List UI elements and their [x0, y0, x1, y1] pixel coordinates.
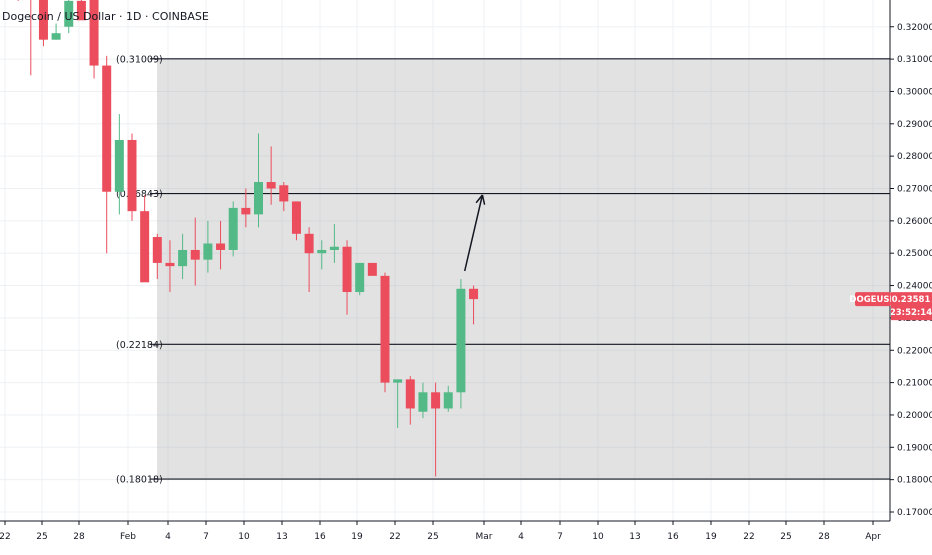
x-tick-label: 22: [0, 532, 11, 542]
x-tick-label: 19: [351, 532, 363, 542]
candle-body: [279, 185, 288, 201]
x-tick-label: 16: [667, 532, 679, 542]
x-tick-label: 7: [557, 532, 563, 542]
x-tick-label: 22: [743, 532, 754, 542]
shaded-zone: [157, 59, 890, 479]
candle-body: [216, 243, 225, 249]
x-tick-label: 28: [818, 532, 830, 542]
candle-body: [52, 33, 61, 39]
x-tick-label: Feb: [120, 532, 136, 542]
symbol-badge-text: DOGEUSD: [849, 295, 896, 305]
candle-body: [140, 211, 149, 282]
y-tick-label: 0.26000: [897, 217, 932, 227]
y-tick-label: 0.24000: [897, 282, 932, 292]
y-tick-label: 0.17000: [897, 508, 932, 518]
y-tick-label: 0.21000: [897, 379, 932, 389]
candle-body: [267, 182, 276, 188]
level-label: (0.22184): [116, 340, 163, 351]
candle-body: [153, 237, 162, 263]
candle-body: [102, 66, 111, 192]
candle-body: [431, 392, 440, 408]
x-tick-label: 10: [238, 532, 250, 542]
x-tick-label: 25: [427, 532, 438, 542]
x-tick-label: 19: [705, 532, 717, 542]
y-tick-label: 0.18000: [897, 476, 932, 486]
candle: [128, 134, 137, 221]
y-tick-label: 0.32000: [897, 23, 932, 33]
chart-title: Dogecoin / US Dollar · 1D · COINBASE: [2, 10, 209, 23]
candle: [381, 273, 390, 393]
candle-body: [241, 208, 250, 214]
candle: [39, 0, 48, 46]
x-tick-label: 25: [36, 532, 47, 542]
x-tick-label: 10: [592, 532, 604, 542]
candle-body: [330, 247, 339, 250]
x-tick-label: 13: [629, 532, 640, 542]
countdown-badge-value: 23:52:14: [890, 308, 932, 318]
x-tick-label: 28: [73, 532, 85, 542]
y-tick-label: 0.20000: [897, 411, 932, 421]
y-tick-label: 0.27000: [897, 185, 932, 195]
y-tick-label: 0.28000: [897, 152, 932, 162]
level-label: (0.31009): [116, 54, 163, 65]
candle-body: [343, 247, 352, 292]
y-tick-label: 0.30000: [897, 87, 932, 97]
candle: [368, 263, 377, 276]
candle-body: [355, 263, 364, 292]
x-tick-label: 4: [518, 532, 524, 542]
candle-body: [381, 276, 390, 383]
candle-body: [115, 140, 124, 192]
x-tick-label: Apr: [865, 532, 881, 542]
x-tick-label: 4: [165, 532, 171, 542]
candle: [229, 201, 238, 256]
candle-body: [444, 392, 453, 408]
y-tick-label: 0.22000: [897, 346, 932, 356]
candle-body: [292, 201, 301, 233]
x-tick-label: 25: [780, 532, 791, 542]
candle-body: [393, 379, 402, 382]
candle-body: [317, 250, 326, 253]
level-label: (0.18018): [116, 475, 163, 486]
y-tick-label: 0.25000: [897, 249, 932, 259]
x-tick-label: 22: [389, 532, 400, 542]
candle-body: [368, 263, 377, 276]
x-tick-label: 13: [276, 532, 287, 542]
candle-body: [178, 250, 187, 266]
candle-body: [128, 140, 137, 211]
y-tick-label: 0.29000: [897, 120, 932, 130]
candle: [456, 279, 465, 408]
candle-body: [254, 182, 263, 214]
x-tick-label: 16: [314, 532, 326, 542]
symbol-badge: DOGEUSD: [849, 292, 896, 306]
candle-body: [406, 379, 415, 408]
x-tick-label: 7: [203, 532, 209, 542]
price-badge: 0.23581 23:52:14: [890, 292, 932, 320]
candle-body: [165, 263, 174, 266]
y-tick-label: 0.31000: [897, 55, 932, 65]
candle-body: [469, 289, 478, 299]
x-tick-label: Mar: [476, 532, 493, 542]
candle-body: [456, 289, 465, 393]
y-tick-label: 0.19000: [897, 443, 932, 453]
price-badge-value: 0.23581: [892, 295, 931, 305]
candle-body: [191, 250, 200, 260]
candle-body: [203, 243, 212, 259]
candle-body: [229, 208, 238, 250]
candle-body: [418, 392, 427, 411]
candle: [355, 263, 364, 295]
candle-body: [305, 234, 314, 253]
